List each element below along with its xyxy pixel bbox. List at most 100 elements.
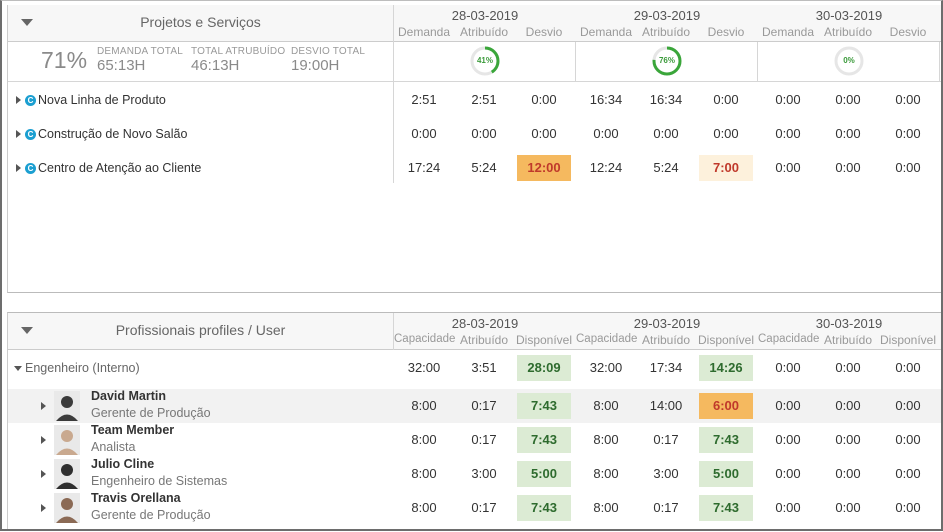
stat-value: 46:13H [191,57,240,74]
user-row[interactable]: David Martin Gerente de Produção 8:00 0:17 7… [8,389,941,423]
value-cell: 5:00 [517,461,571,487]
value-cell: 0:00 [895,432,921,447]
value-cell: 7:43 [517,427,571,453]
value-cell: 16:34 [589,92,623,107]
user-name: Julio Cline [91,457,155,471]
col-demanda: Demanda [579,25,633,39]
collapse-arrow-icon[interactable] [21,19,33,26]
total-percent: 71% [41,47,88,73]
value-cell: 28:09 [517,355,571,381]
expand-arrow-icon[interactable] [41,436,46,444]
value-cell: 0:17 [653,432,679,447]
user-row[interactable]: Julio Cline Engenheiro de Sistemas 8:00 3:0… [8,457,941,491]
project-row[interactable]: C Centro de Atenção ao Cliente 17:24 5:24 12… [8,155,941,189]
value-cell: 0:00 [471,126,497,141]
ring-fill [470,46,500,76]
group-name: Engenheiro (Interno) [25,361,140,375]
projects-date-3: 30-03-2019 [815,8,883,23]
avatar [54,459,80,489]
value-cell: 8:00 [411,398,437,413]
summary-bar: 71% DEMANDA TOTAL 65:13H TOTAL ATRUBUÍDO… [8,42,941,82]
group-row[interactable]: Engenheiro (Interno) 32:00 3:51 28:09 32:00 1… [8,355,941,389]
value-cell: 12:00 [517,155,571,181]
professionals-panel: Profissionais profiles / User 28-03-2019… [7,312,941,529]
expand-arrow-icon[interactable] [41,470,46,478]
prof-date-2: 29-03-2019 [633,316,701,331]
ring-label: 0% [843,56,855,65]
value-cell: 8:00 [593,398,619,413]
user-name: Team Member [91,423,175,437]
expand-arrow-icon[interactable] [41,402,46,410]
col-atribuido: Atribuído [459,333,509,347]
user-role: Engenheiro de Sistemas [91,474,228,488]
stat-value: 65:13H [97,57,146,74]
col-disponivel: Disponível [879,333,937,347]
value-cell: 8:00 [593,500,619,515]
person-icon [54,459,80,489]
collapse-small-icon[interactable] [14,366,22,371]
projects-date-2: 29-03-2019 [633,8,701,23]
col-demanda: Demanda [397,25,451,39]
col-capacidade: Capacidade [758,333,820,345]
value-cell: 0:00 [775,466,801,481]
value-cell: 0:00 [895,500,921,515]
user-role: Analista [91,440,136,454]
col-desvio: Desvio [889,25,927,39]
value-cell: 3:51 [471,360,497,375]
project-row[interactable]: C Nova Linha de Produto 2:51 2:51 0:00 16:34 1… [8,87,941,121]
value-cell: 0:00 [895,160,921,175]
user-name: David Martin [91,389,167,403]
value-cell: 0:00 [411,126,437,141]
collapse-arrow-icon[interactable] [21,327,33,334]
stat-label: DESVIO TOTAL [291,46,366,57]
projects-panel: Projetos e Serviços 28-03-2019 29-03-201… [7,5,941,293]
ring-label: 41% [476,56,493,65]
project-name: Construção de Novo Salão [38,127,188,141]
person-icon [54,425,80,455]
value-cell: 0:17 [471,432,497,447]
stat-demanda: DEMANDA TOTAL 65:13H [97,46,183,74]
expand-arrow-icon[interactable] [41,504,46,512]
value-cell: 0:00 [531,126,557,141]
expand-arrow-icon[interactable] [16,164,21,172]
client-badge-icon: C [25,163,36,174]
user-row[interactable]: Team Member Analista 8:00 0:17 7:43 8:00 0:17 7… [8,423,941,457]
person-icon [54,493,80,523]
progress-ring: 41% [470,46,500,76]
expand-arrow-icon[interactable] [16,96,21,104]
col-capacidade: Capacidade [576,333,638,345]
project-row[interactable]: C Construção de Novo Salão 0:00 0:00 0:00 0:0… [8,121,941,155]
ring-graphic [652,46,682,76]
user-role: Gerente de Produção [91,406,211,420]
value-cell: 0:17 [471,500,497,515]
value-cell: 0:00 [775,398,801,413]
progress-ring: 0% [834,46,864,76]
value-cell: 14:00 [649,398,683,413]
col-atribuido: Atribuído [641,25,691,39]
value-cell: 0:17 [471,398,497,413]
value-cell: 8:00 [593,432,619,447]
col-desvio: Desvio [525,25,563,39]
user-row[interactable]: Travis Orellana Gerente de Produção 8:00 0:… [8,491,941,525]
expand-arrow-icon[interactable] [16,130,21,138]
ring-label: 76% [658,56,675,65]
person-icon [54,391,80,421]
client-badge-icon: C [25,129,36,140]
stat-value: 19:00H [291,57,340,74]
value-cell: 8:00 [593,466,619,481]
value-cell: 0:17 [653,500,679,515]
value-cell: 6:00 [699,393,753,419]
value-cell: 0:00 [835,160,861,175]
value-cell: 0:00 [835,360,861,375]
value-cell: 7:43 [517,393,571,419]
col-disponivel: Disponível [697,333,755,347]
col-atribuido: Atribuído [459,25,509,39]
stat-atribuido: TOTAL ATRUBUÍDO 46:13H [191,46,285,74]
value-cell: 0:00 [775,160,801,175]
col-atribuido: Atribuído [823,25,873,39]
avatar [54,425,80,455]
client-badge-icon: C [25,95,36,106]
projects-date-1: 28-03-2019 [451,8,519,23]
value-cell: 16:34 [649,92,683,107]
value-cell: 0:00 [835,398,861,413]
